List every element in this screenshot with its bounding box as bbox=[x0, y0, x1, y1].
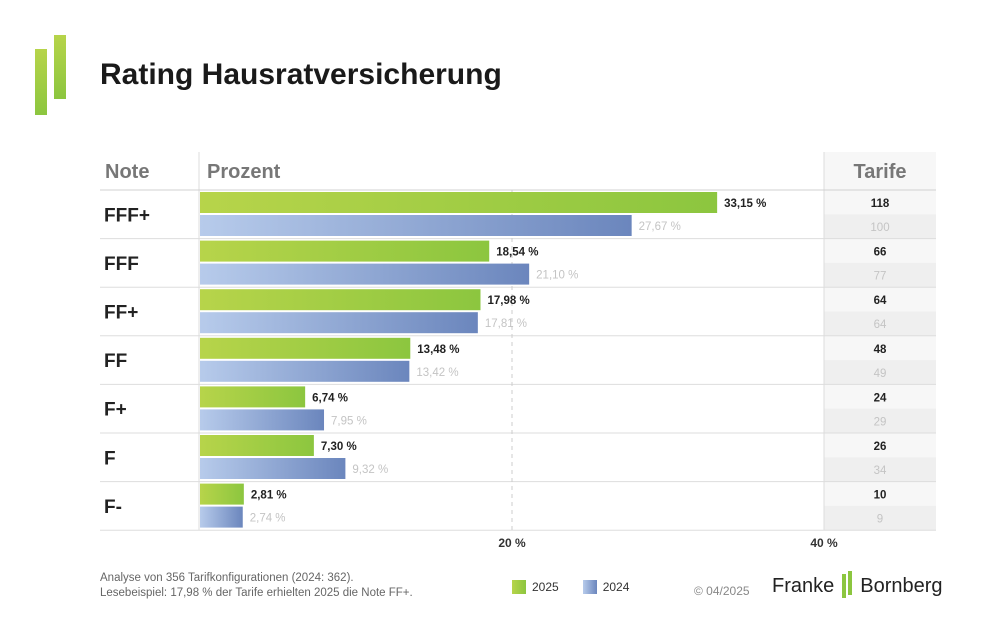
category-label: FFF+ bbox=[104, 205, 150, 226]
bar-2024 bbox=[200, 312, 478, 334]
tarife-2025: 24 bbox=[874, 392, 887, 404]
footer-line-example: Lesebeispiel: 17,98 % der Tarife erhielt… bbox=[100, 587, 413, 599]
legend-item-2025: 2025 bbox=[512, 580, 559, 594]
brand-name-right: Bornberg bbox=[860, 574, 943, 597]
bar-2024 bbox=[200, 506, 243, 528]
tarife-2025: 10 bbox=[874, 490, 887, 502]
category-label: F+ bbox=[104, 400, 127, 421]
tarife-row-bg bbox=[824, 505, 936, 531]
legend-label-2024: 2024 bbox=[602, 580, 630, 594]
x-tick-label: 20 % bbox=[498, 536, 526, 550]
bar-2024 bbox=[200, 409, 325, 431]
data-label-2025: 17,98 % bbox=[487, 295, 529, 307]
data-label-2025: 18,54 % bbox=[496, 247, 538, 259]
bar-2025 bbox=[200, 192, 718, 213]
bar-2025 bbox=[200, 435, 314, 456]
data-label-2024: 17,81 % bbox=[485, 318, 527, 330]
tarife-row-bg bbox=[824, 262, 936, 288]
footer-note: Analyse von 356 Tarifkonfigurationen (20… bbox=[100, 571, 413, 601]
bar-2024 bbox=[200, 458, 346, 479]
data-label-2024: 9,32 % bbox=[352, 464, 388, 476]
tarife-2025: 64 bbox=[874, 295, 887, 307]
logo-bar-right bbox=[54, 35, 66, 99]
bar-2025 bbox=[200, 386, 306, 408]
header-prozent: Prozent bbox=[207, 161, 281, 183]
bar-2024 bbox=[200, 215, 632, 236]
tarife-2024: 77 bbox=[874, 271, 887, 283]
legend-swatch-2025 bbox=[512, 580, 526, 594]
bar-2024 bbox=[200, 360, 410, 382]
tarife-row-bg bbox=[824, 214, 936, 239]
tarife-row-bg bbox=[824, 311, 936, 336]
tarife-2024: 100 bbox=[870, 222, 889, 234]
data-label-2025: 6,74 % bbox=[312, 392, 348, 404]
logo-bar-left bbox=[35, 49, 47, 115]
data-label-2025: 13,48 % bbox=[417, 344, 459, 356]
bar-2025 bbox=[200, 337, 411, 359]
header-tarife: Tarife bbox=[854, 161, 907, 183]
data-label-2025: 7,30 % bbox=[321, 441, 357, 453]
data-label-2024: 27,67 % bbox=[639, 221, 681, 233]
tarife-2025: 48 bbox=[874, 344, 887, 356]
tarife-row-bg bbox=[824, 360, 936, 385]
copyright: © 04/2025 bbox=[694, 584, 750, 598]
header-note: Note bbox=[105, 161, 149, 183]
legend-swatch-2024 bbox=[582, 580, 597, 594]
brand-separator-icon bbox=[840, 571, 854, 598]
legend-item-2024: 2024 bbox=[582, 580, 630, 594]
data-label-2025: 33,15 % bbox=[724, 198, 766, 210]
data-label-2024: 7,95 % bbox=[331, 415, 367, 427]
data-label-2024: 2,74 % bbox=[250, 513, 286, 525]
bar-2024 bbox=[200, 263, 530, 285]
tarife-2025: 26 bbox=[874, 441, 887, 453]
category-label: FF bbox=[104, 351, 127, 372]
legend-label-2025: 2025 bbox=[532, 580, 559, 594]
brand-logo: Franke Bornberg bbox=[772, 571, 943, 598]
bar-2025 bbox=[200, 483, 244, 505]
brand-name-left: Franke bbox=[772, 574, 835, 597]
data-label-2025: 2,81 % bbox=[251, 490, 287, 502]
category-label: F- bbox=[104, 497, 122, 518]
tarife-2024: 9 bbox=[877, 514, 883, 526]
tarife-2025: 118 bbox=[871, 198, 890, 210]
bar-2025 bbox=[200, 289, 481, 311]
category-label: FF+ bbox=[104, 303, 138, 324]
tarife-row-bg bbox=[824, 408, 936, 433]
tarife-2025: 66 bbox=[874, 247, 887, 259]
tarife-2024: 29 bbox=[874, 416, 887, 428]
x-tick-label: 40 % bbox=[810, 536, 838, 550]
data-label-2024: 13,42 % bbox=[416, 367, 458, 379]
tarife-row-bg bbox=[824, 457, 936, 482]
data-label-2024: 21,10 % bbox=[536, 270, 578, 282]
tarife-2024: 64 bbox=[874, 319, 887, 331]
page-title: Rating Hausratversicherung bbox=[100, 58, 502, 91]
legend: 2025 2024 bbox=[512, 580, 653, 594]
tarife-2024: 49 bbox=[874, 368, 887, 380]
bar-2025 bbox=[200, 240, 490, 262]
category-label: FFF bbox=[104, 254, 139, 275]
footer-line-analysis: Analyse von 356 Tarifkonfigurationen (20… bbox=[100, 572, 354, 584]
tarife-2024: 34 bbox=[874, 465, 887, 477]
logo-mark bbox=[35, 35, 75, 115]
category-label: F bbox=[104, 448, 116, 469]
